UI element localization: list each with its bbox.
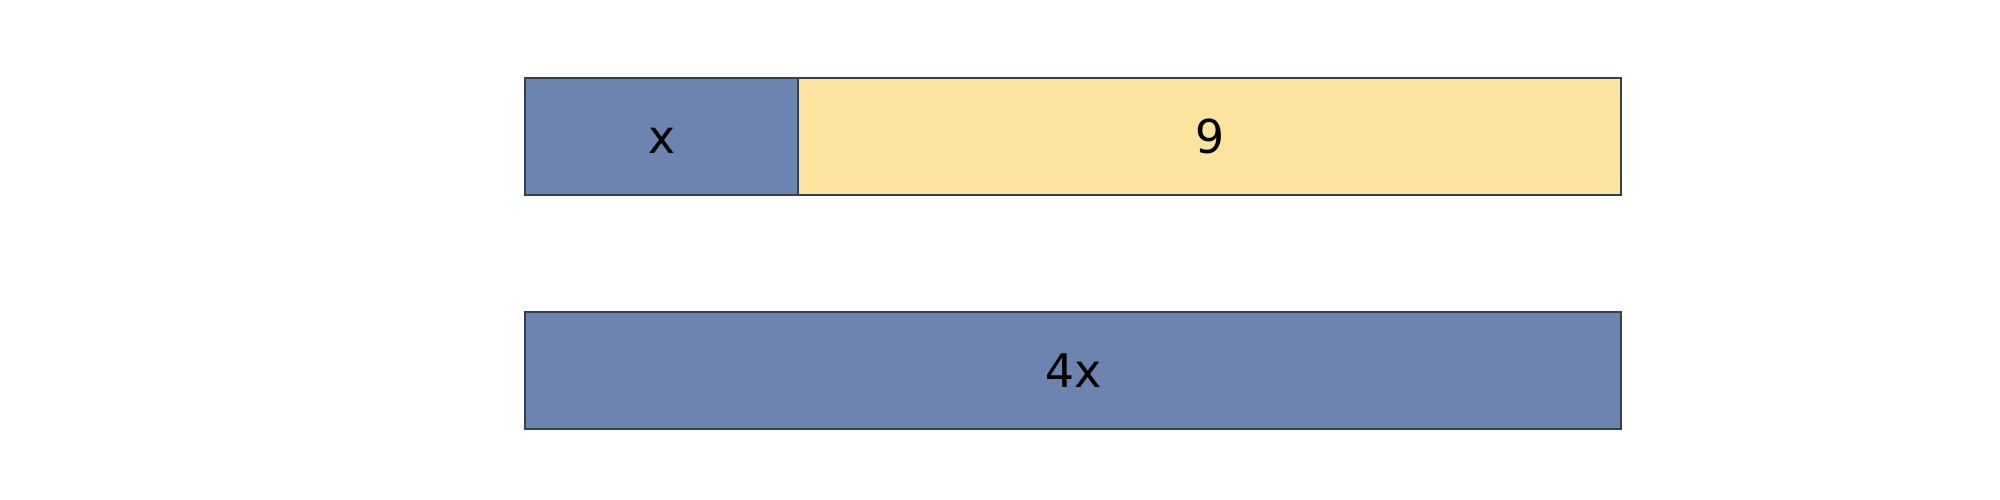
- tape-segment-x: x: [526, 79, 799, 194]
- bottom-tape-bar: 4x: [524, 311, 1622, 430]
- segment-label-x: x: [647, 109, 676, 164]
- tape-segment-4x: 4x: [526, 313, 1620, 428]
- segment-label-9: 9: [1194, 109, 1225, 164]
- segment-label-4x: 4x: [1044, 343, 1102, 398]
- top-tape-bar: x 9: [524, 77, 1622, 196]
- tape-segment-9: 9: [799, 79, 1620, 194]
